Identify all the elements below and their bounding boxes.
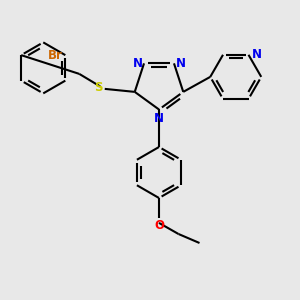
Text: O: O [154,219,164,232]
Text: N: N [251,48,262,61]
Text: N: N [176,57,185,70]
Text: N: N [154,112,164,125]
Text: Br: Br [47,49,62,62]
Text: N: N [133,57,142,70]
Text: S: S [94,81,102,94]
